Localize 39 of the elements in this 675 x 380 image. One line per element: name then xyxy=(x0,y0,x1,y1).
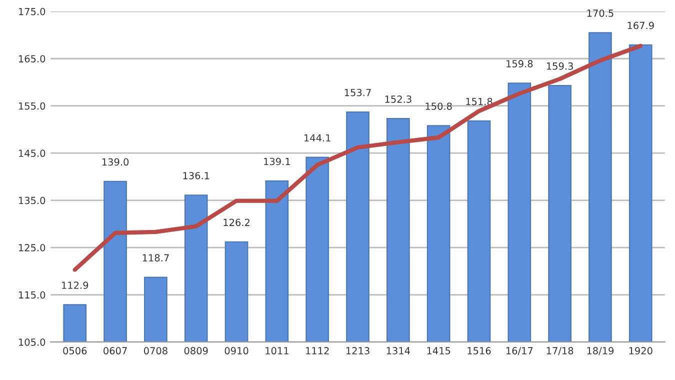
data-label: 167.9 xyxy=(628,22,654,30)
x-tick-label: 1112 xyxy=(306,347,329,354)
x-tick-label: 1516 xyxy=(468,347,491,354)
x-tick-label: 18/19 xyxy=(587,347,614,356)
y-tick-label: 175.0 xyxy=(19,8,46,16)
x-tick-label: 1314 xyxy=(386,347,410,354)
y-tick-label: 135.0 xyxy=(19,196,46,204)
y-tick-label: 165.0 xyxy=(19,55,46,62)
data-label: 144.1 xyxy=(304,134,330,142)
x-tick-label: 16/17 xyxy=(506,347,533,356)
x-tick-label: 0506 xyxy=(63,347,87,354)
y-tick-label: 115.0 xyxy=(19,291,46,299)
x-tick-label: 1415 xyxy=(427,347,450,354)
x-tick-label: 17/18 xyxy=(546,347,574,356)
x-tick-label: 0910 xyxy=(224,347,248,354)
data-label: 136.1 xyxy=(183,172,210,180)
y-tick-label: 125.0 xyxy=(19,244,46,252)
data-label: 151.8 xyxy=(466,98,492,106)
y-tick-label: 105.0 xyxy=(19,338,46,346)
data-label: 152.3 xyxy=(385,95,412,103)
data-label: 170.5 xyxy=(587,10,614,17)
data-label: 159.8 xyxy=(506,60,533,68)
x-tick-label: 0607 xyxy=(104,347,127,354)
data-label: 153.7 xyxy=(344,88,371,96)
data-label: 126.2 xyxy=(224,218,250,226)
data-label: 112.9 xyxy=(62,282,88,289)
y-tick-label: 155.0 xyxy=(19,102,46,110)
x-tick-label: 0809 xyxy=(184,347,208,354)
data-label: 139.0 xyxy=(102,158,129,166)
line-series xyxy=(72,44,643,272)
data-label: 150.8 xyxy=(426,102,452,110)
y-tick-label: 145.0 xyxy=(19,150,46,157)
data-label: 118.7 xyxy=(142,254,169,262)
x-tick-label: 1011 xyxy=(266,347,288,354)
x-tick-label: 1213 xyxy=(346,347,370,354)
data-label: 159.3 xyxy=(546,62,573,70)
x-tick-label: 1920 xyxy=(629,347,652,354)
data-label: 139.1 xyxy=(264,158,290,166)
x-tick-label: 0708 xyxy=(144,347,168,354)
